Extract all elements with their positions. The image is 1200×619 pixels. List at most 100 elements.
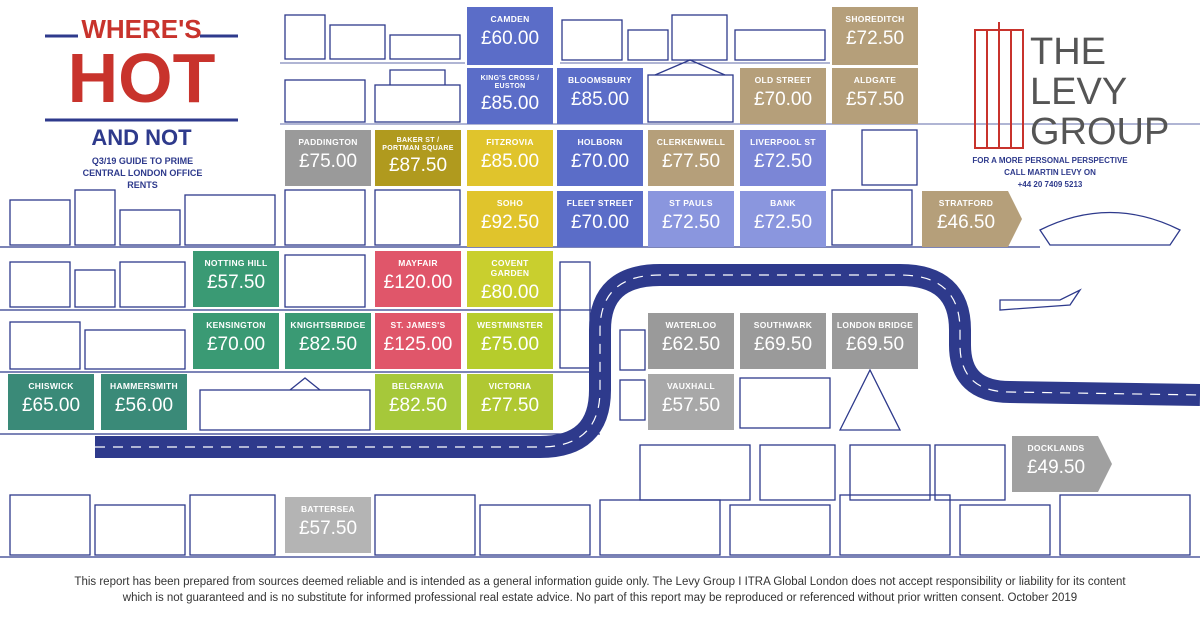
area-rent: £70.00: [206, 334, 266, 355]
area-name: LONDON BRIDGE: [836, 320, 914, 330]
disclaimer: This report has been prepared from sourc…: [74, 576, 1126, 588]
area-name: CHISWICK: [28, 381, 74, 391]
rent-tile: KNIGHTSBRIDGE £82.50: [285, 313, 371, 369]
area-rent: £46.50: [936, 212, 996, 233]
area-rent: £82.50: [298, 334, 358, 355]
area-name: BAKER ST / PORTMAN SQUARE: [382, 137, 454, 152]
area-rent: £56.00: [114, 395, 174, 416]
area-name: NOTTING HILL: [204, 258, 268, 268]
rent-tile: DOCKLANDS £49.50: [1012, 436, 1112, 492]
rent-tile: HOLBORN £70.00: [557, 130, 643, 186]
rent-tile: FLEET STREET £70.00: [557, 191, 643, 247]
rent-tile: KING'S CROSS / EUSTON £85.00: [467, 68, 553, 124]
area-rent: £57.50: [298, 518, 358, 539]
area-name: BATTERSEA: [300, 504, 355, 514]
brand: THE LEVY GROUP: [1030, 32, 1170, 152]
rent-tile: SHOREDITCH £72.50: [832, 7, 918, 65]
rent-tile: MAYFAIR £120.00: [375, 251, 461, 307]
area-name: KENSINGTON: [206, 320, 266, 330]
rent-tile: KENSINGTON £70.00: [193, 313, 279, 369]
area-rent: £87.50: [388, 155, 448, 176]
disclaimer: which is not guaranteed and is no substi…: [122, 592, 1078, 604]
area-name: ST PAULS: [669, 198, 713, 208]
contact-line: FOR A MORE PERSONAL PERSPECTIVE: [972, 156, 1128, 165]
rent-tile: CHISWICK £65.00: [8, 374, 94, 430]
rent-tile: VICTORIA £77.50: [467, 374, 553, 430]
brand-line: THE: [1030, 31, 1106, 73]
area-name: CLERKENWELL: [656, 137, 726, 147]
rent-tile: VAUXHALL £57.50: [648, 374, 734, 430]
rent-tile: ST PAULS £72.50: [648, 191, 734, 247]
area-name: VICTORIA: [488, 381, 532, 391]
area-rent: £72.50: [845, 28, 905, 49]
area-name: OLD STREET: [754, 75, 812, 85]
area-name: VAUXHALL: [666, 381, 716, 391]
title-line: AND NOT: [91, 125, 192, 150]
subtitle: Q3/19 GUIDE TO PRIME CENTRAL LONDON OFFI…: [82, 156, 203, 190]
area-rent: £77.50: [661, 151, 721, 172]
rent-tile: BELGRAVIA £82.50: [375, 374, 461, 430]
area-name: WATERLOO: [665, 320, 717, 330]
area-rent: £85.00: [480, 151, 540, 172]
contact-line: CALL MARTIN LEVY ON: [1004, 168, 1096, 177]
area-name: STRATFORD: [938, 198, 994, 208]
area-name: ALDGATE: [853, 75, 897, 85]
rent-tile: FITZROVIA £85.00: [467, 130, 553, 186]
area-rent: £69.50: [845, 334, 905, 355]
area-rent: £70.00: [753, 89, 813, 110]
rent-tile: SOHO £92.50: [467, 191, 553, 247]
brand-line: LEVY: [1030, 71, 1128, 113]
rent-tile: BAKER ST / PORTMAN SQUARE £87.50: [375, 130, 461, 186]
footer: This report has been prepared from sourc…: [0, 574, 1200, 606]
area-name: MAYFAIR: [398, 258, 438, 268]
area-name: SOUTHWARK: [753, 320, 813, 330]
rent-tile: WATERLOO £62.50: [648, 313, 734, 369]
rent-tile: CAMDEN £60.00: [467, 7, 553, 65]
rent-tile: WESTMINSTER £75.00: [467, 313, 553, 369]
area-name: LIVERPOOL ST: [750, 137, 816, 147]
area-name: KING'S CROSS / EUSTON: [480, 75, 540, 90]
area-rent: £92.50: [480, 212, 540, 233]
area-rent: £80.00: [480, 282, 540, 303]
rent-tile: PADDINGTON £75.00: [285, 130, 371, 186]
area-rent: £82.50: [388, 395, 448, 416]
rent-tile: SOUTHWARK £69.50: [740, 313, 826, 369]
area-rent: £85.00: [480, 93, 540, 114]
rent-tile: CLERKENWELL £77.50: [648, 130, 734, 186]
rent-tile: HAMMERSMITH £56.00: [101, 374, 187, 430]
area-name: BANK: [770, 198, 796, 208]
area-rent: £120.00: [383, 272, 453, 293]
area-name: HAMMERSMITH: [110, 381, 178, 391]
rent-tile: LIVERPOOL ST £72.50: [740, 130, 826, 186]
area-name: BLOOMSBURY: [567, 75, 633, 85]
area-rent: £69.50: [753, 334, 813, 355]
area-name: PADDINGTON: [298, 137, 358, 147]
rent-tile: ALDGATE £57.50: [832, 68, 918, 124]
area-rent: £65.00: [21, 395, 81, 416]
area-name: ST. JAMES'S: [390, 320, 446, 330]
area-rent: £75.00: [480, 334, 540, 355]
area-name: SHOREDITCH: [845, 14, 905, 24]
area-rent: £85.00: [570, 89, 630, 110]
area-name: FLEET STREET: [566, 198, 634, 208]
title-hot: HOT: [67, 39, 216, 117]
area-name: COVENT GARDEN: [490, 258, 530, 278]
area-name: DOCKLANDS: [1027, 443, 1085, 453]
area-name: BELGRAVIA: [391, 381, 445, 391]
rent-tile: OLD STREET £70.00: [740, 68, 826, 124]
area-rent: £70.00: [570, 212, 630, 233]
area-name: SOHO: [496, 198, 524, 208]
area-rent: £57.50: [206, 272, 266, 293]
area-rent: £77.50: [480, 395, 540, 416]
rent-tile: NOTTING HILL £57.50: [193, 251, 279, 307]
area-rent: £72.50: [753, 151, 813, 172]
rent-tile: BANK £72.50: [740, 191, 826, 247]
area-name: HOLBORN: [577, 137, 623, 147]
area-name: CAMDEN: [490, 14, 530, 24]
area-name: KNIGHTSBRIDGE: [290, 320, 366, 330]
area-name: FITZROVIA: [486, 137, 534, 147]
brand-line: GROUP: [1030, 111, 1170, 153]
area-rent: £57.50: [661, 395, 721, 416]
rent-tile: LONDON BRIDGE £69.50: [832, 313, 918, 369]
